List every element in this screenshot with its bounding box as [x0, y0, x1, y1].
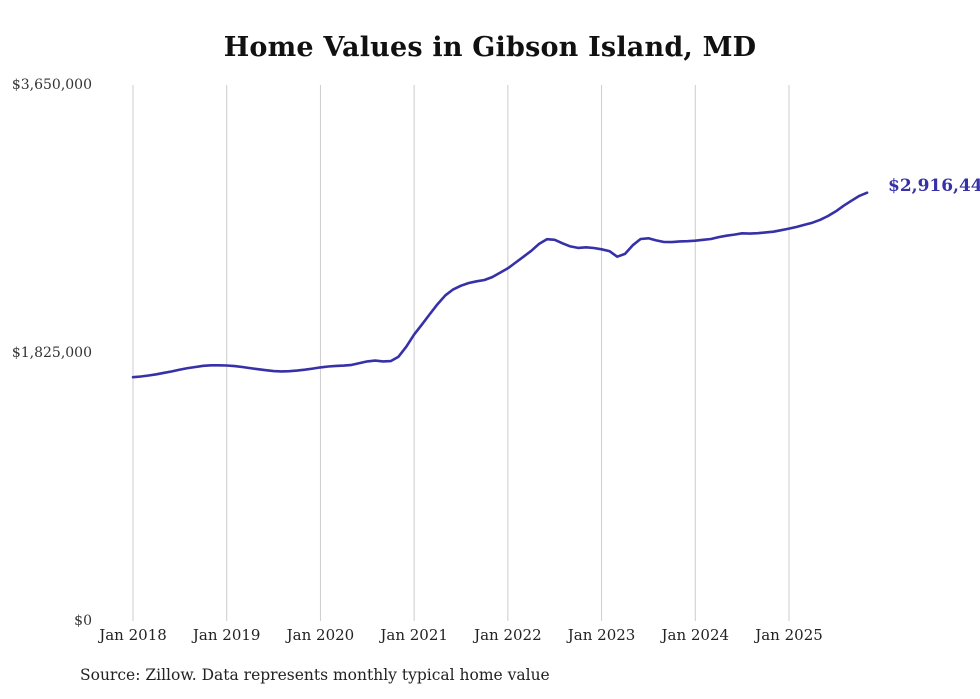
x-tick-label: Jan 2020 [285, 626, 355, 644]
y-tick-label: $3,650,000 [12, 77, 92, 93]
x-tick-label: Jan 2018 [97, 626, 167, 644]
x-tick-label: Jan 2024 [660, 626, 730, 644]
x-tick-label: Jan 2025 [753, 626, 823, 644]
y-tick-label: $0 [74, 613, 92, 629]
current-value-label: $2,916,449 [888, 176, 980, 196]
source-note: Source: Zillow. Data represents monthly … [80, 666, 550, 684]
x-tick-label: Jan 2019 [191, 626, 261, 644]
x-tick-label: Jan 2023 [566, 626, 636, 644]
value-line [131, 191, 869, 379]
y-tick-label: $1,825,000 [12, 345, 92, 361]
chart-title: Home Values in Gibson Island, MD [223, 32, 757, 63]
x-tick-label: Jan 2021 [378, 626, 448, 644]
x-tick-label: Jan 2022 [472, 626, 542, 644]
